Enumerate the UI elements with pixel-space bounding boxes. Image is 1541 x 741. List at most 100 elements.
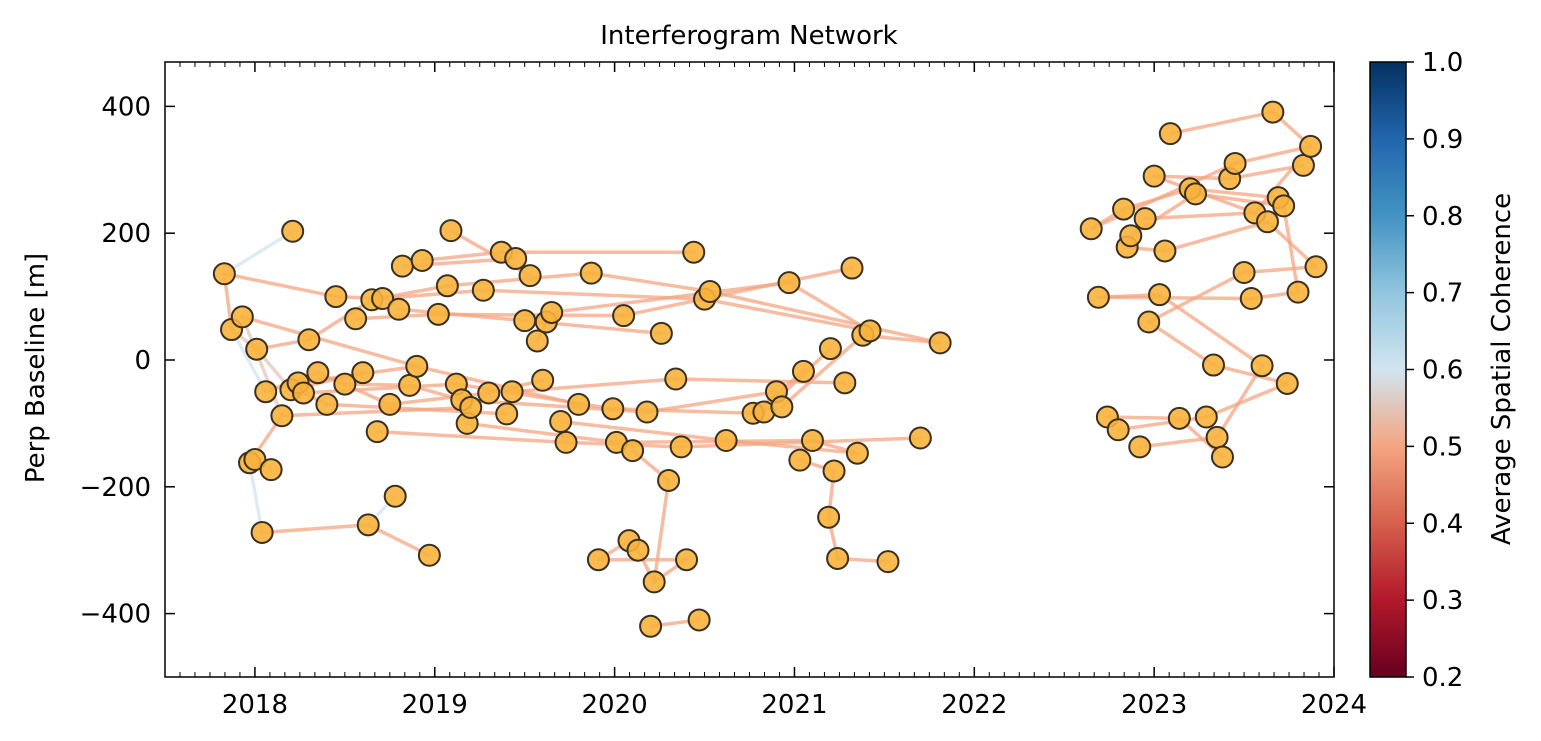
acquisition-point — [459, 396, 483, 420]
acquisition-point — [908, 426, 932, 450]
acquisition-point — [306, 361, 330, 385]
acquisition-point — [1286, 280, 1310, 304]
acquisition-point — [770, 395, 794, 419]
colorbar-tick-label: 0.3 — [1422, 586, 1463, 616]
acquisition-point — [1232, 260, 1256, 284]
acquisition-point — [1153, 239, 1177, 263]
interferogram-pair — [674, 377, 847, 385]
acquisition-point — [365, 420, 389, 444]
acquisition-point — [612, 304, 636, 328]
acquisition-point — [518, 264, 542, 288]
acquisition-point — [928, 331, 952, 355]
interferogram-pair — [1121, 187, 1192, 211]
acquisition-point — [525, 329, 549, 353]
interferogram-pair — [780, 333, 865, 409]
acquisition-point — [1275, 371, 1299, 395]
acquisition-point — [1167, 406, 1191, 430]
acquisition-point — [777, 271, 801, 295]
interferogram-pair — [1233, 144, 1313, 166]
acquisition-point — [1205, 425, 1229, 449]
acquisition-point — [390, 254, 414, 278]
y-axis-label: Perp Baseline [m] — [21, 253, 51, 483]
interferogram-pair — [724, 438, 860, 455]
colorbar-label: Average Spatial Coherence — [1487, 193, 1517, 545]
interferogram-pair — [307, 298, 374, 342]
interferogram-pair — [614, 438, 815, 445]
acquisition-point — [818, 337, 842, 361]
plot-frame — [164, 61, 1335, 678]
interferogram-pair — [1096, 295, 1254, 301]
acquisition-point — [800, 429, 824, 453]
acquisition-point — [426, 302, 450, 326]
acquisition-point — [1272, 194, 1296, 218]
interferogram-pair — [375, 429, 568, 445]
acquisition-point — [1086, 285, 1110, 309]
acquisition-point — [259, 458, 283, 482]
acquisition-point — [567, 392, 591, 416]
interferogram-pair — [1281, 204, 1300, 294]
acquisition-point — [1133, 207, 1157, 231]
acquisition-point — [1119, 224, 1143, 248]
acquisition-point — [1106, 418, 1130, 442]
interferogram-pair — [301, 382, 459, 395]
y-tick-label: 200 — [101, 219, 151, 249]
acquisition-point — [513, 309, 537, 333]
acquisition-point — [1291, 153, 1315, 177]
acquisition-point — [682, 240, 706, 264]
acquisition-point — [1158, 122, 1182, 146]
interferogram-pair — [229, 327, 268, 394]
interferogram-pair — [702, 297, 872, 333]
acquisition-point — [1202, 353, 1226, 377]
acquisition-point — [1299, 134, 1323, 158]
acquisition-point — [1184, 182, 1208, 206]
x-tick-label: 2024 — [1301, 690, 1367, 720]
acquisition-point — [579, 261, 603, 285]
interferogram-pair — [589, 271, 712, 294]
colorbar-tick-label: 0.4 — [1422, 509, 1463, 539]
acquisition-point — [1261, 100, 1285, 124]
acquisition-point — [626, 538, 650, 562]
acquisition-point — [788, 448, 812, 472]
interferogram-pair — [247, 460, 264, 535]
interferogram-pair — [1152, 174, 1232, 181]
acquisition-point — [371, 286, 395, 310]
interferogram-pair — [388, 391, 491, 407]
acquisition-point — [714, 429, 738, 453]
acquisition-point — [675, 548, 699, 572]
acquisition-point — [230, 305, 254, 329]
interferogram-pair — [1211, 363, 1289, 386]
acquisition-point — [876, 550, 900, 574]
acquisition-point — [405, 354, 429, 378]
acquisition-point — [1210, 445, 1234, 469]
interferogram-pair — [558, 419, 728, 443]
acquisition-point — [601, 397, 625, 421]
acquisition-point — [245, 337, 269, 361]
acquisition-point — [471, 278, 495, 302]
y-tick-label: 400 — [101, 92, 151, 122]
chart-title: Interferogram Network — [600, 21, 897, 51]
acquisition-point — [687, 608, 711, 632]
interferogram-pair — [1147, 320, 1216, 367]
acquisition-point — [212, 262, 236, 286]
interferogram-pair — [1204, 381, 1289, 419]
acquisition-point — [649, 321, 673, 345]
interferogram-pair — [1215, 363, 1264, 440]
interferogram-pair — [1143, 211, 1257, 221]
acquisition-point — [635, 400, 659, 424]
acquisition-point — [297, 328, 321, 352]
interferogram-pair — [1147, 270, 1246, 324]
acquisition-point — [549, 409, 573, 433]
acquisition-point — [664, 367, 688, 391]
acquisition-point — [817, 505, 841, 529]
acquisition-points — [212, 100, 1328, 638]
acquisition-point — [504, 247, 528, 271]
acquisition-point — [642, 570, 666, 594]
acquisition-point — [826, 546, 850, 570]
acquisition-point — [669, 435, 693, 459]
acquisition-point — [250, 520, 274, 544]
y-tick-label: −400 — [80, 600, 151, 630]
acquisition-point — [554, 430, 578, 454]
acquisition-point — [1194, 405, 1218, 429]
colorbar-tick-label: 1.0 — [1422, 48, 1463, 78]
acquisition-point — [243, 448, 267, 472]
